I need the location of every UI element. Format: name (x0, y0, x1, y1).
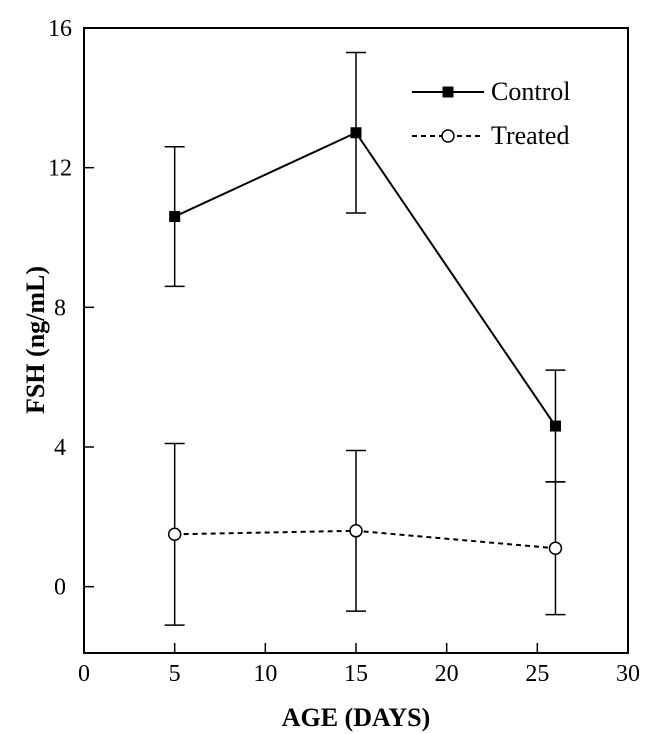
legend-item-control: Control (412, 77, 570, 106)
x-tick-label: 30 (616, 661, 640, 687)
series-treated (164, 442, 566, 626)
legend-marker (441, 129, 455, 143)
y-axis-title: FSH (ng/mL) (21, 266, 50, 414)
legend-item-treated: Treated (412, 121, 569, 150)
y-tick-label: 12 (48, 156, 72, 182)
legend: Control Treated (412, 77, 570, 150)
data-point (349, 524, 363, 538)
x-tick-label: 15 (344, 661, 368, 687)
series-line (174, 131, 557, 427)
legend-label: Control (491, 77, 570, 106)
data-point (549, 420, 561, 432)
x-tick-label: 5 (169, 661, 181, 687)
x-axis-title: AGE (DAYS) (282, 703, 431, 732)
y-tick-label: 4 (54, 435, 66, 461)
series-line (174, 529, 556, 550)
x-tick-label: 10 (253, 661, 277, 687)
x-tick-label: 25 (525, 661, 549, 687)
data-point (350, 127, 362, 139)
legend-marker (442, 86, 454, 98)
y-tick-label: 8 (54, 295, 66, 321)
x-tick-label: 0 (78, 661, 90, 687)
data-point (169, 211, 181, 223)
x-axis: 0 5 10 15 20 25 30 (78, 643, 640, 687)
y-axis: 0 4 8 12 16 (48, 16, 94, 601)
y-tick-label: 0 (54, 575, 66, 601)
data-point (167, 527, 182, 542)
x-tick-label: 20 (435, 661, 459, 687)
y-tick-label: 16 (48, 16, 72, 42)
legend-label: Treated (491, 121, 569, 150)
data-point (548, 541, 563, 556)
series-control (164, 51, 566, 483)
series-layer (164, 51, 566, 626)
